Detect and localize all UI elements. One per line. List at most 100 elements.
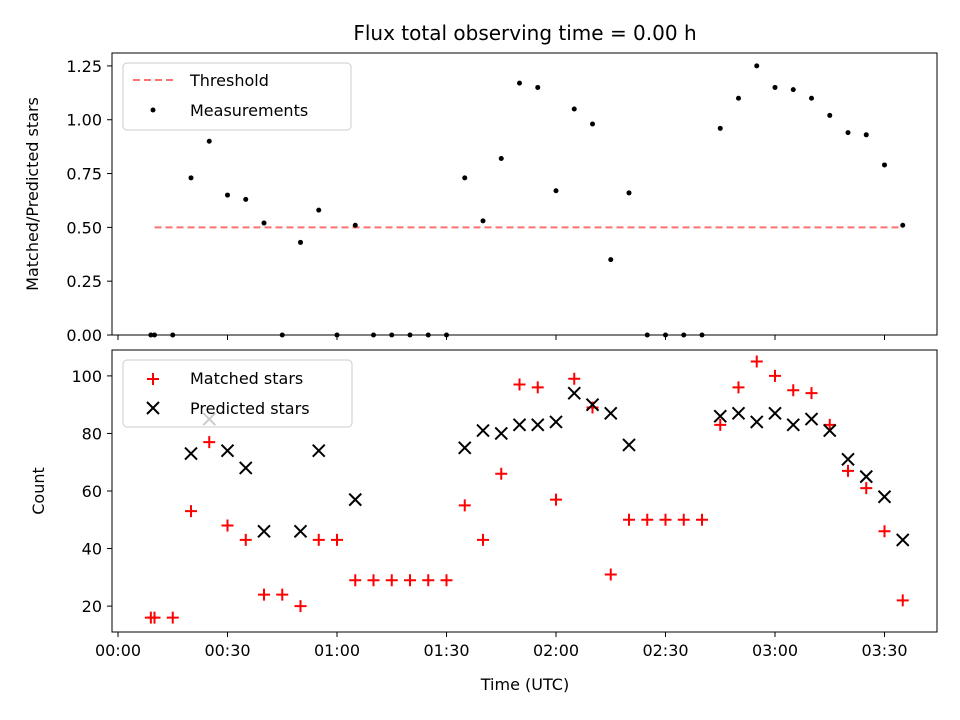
measurement-point [717,125,723,131]
top-plot-frame [111,52,938,336]
legend-matched-label: Matched stars [190,369,303,388]
matched-star-point [495,467,508,480]
matched-star-point [878,525,891,538]
measurement-point [225,192,230,198]
bottom-y-tick-label: 60 [82,482,102,501]
matched-star-point [239,533,252,546]
measurement-point [845,130,851,136]
predicted-star-point [859,469,873,484]
predicted-star-point [494,426,508,441]
matched-star-point [422,574,435,587]
x-tick-label: 01:00 [314,641,360,660]
matched-star-point [641,513,654,526]
bottom-y-tick-label: 80 [82,424,102,443]
measurement-point [863,132,869,138]
predicted-star-point [531,418,545,432]
measurement-point [882,162,887,168]
x-tick-label: 00:00 [95,641,141,660]
legend-measurements-swatch [150,107,156,113]
x-tick-label: 03:30 [861,641,907,660]
predicted-star-point [841,452,855,467]
measurement-point [827,112,833,118]
predicted-star-point [293,524,308,538]
measurement-point [298,239,303,245]
measurement-point [517,80,522,86]
matched-star-point [166,611,179,624]
measurement-point [790,87,796,93]
matched-star-point [477,533,489,546]
matched-star-point [221,519,234,532]
measurement-point [553,188,559,194]
predicted-star-point [220,444,235,458]
measurement-point [480,218,486,224]
bottom-y-tick-label: 40 [82,540,102,559]
bottom-y-axis-label: Count [29,467,48,515]
top-y-tick-label: 0.00 [66,326,102,345]
measurement-point [772,84,778,90]
predicted-star-point [877,490,892,504]
matched-star-point [769,369,781,382]
matched-star-point [787,384,800,397]
top-y-tick-label: 0.25 [66,272,102,291]
matched-star-point [696,513,708,526]
measurement-point [809,95,814,101]
measurement-point [754,63,760,69]
top-legend: Threshold Measurements [122,62,352,131]
matched-star-point [659,513,672,526]
matched-star-point [385,574,398,587]
predicted-star-point [348,492,362,507]
matched-star-point [258,588,270,601]
predicted-star-point [823,423,837,438]
measurement-point [535,84,541,90]
predicted-star-point [604,406,618,421]
matched-star-point [440,574,453,587]
measurement-point [626,190,632,196]
measurement-point [900,222,906,228]
top-y-axis-label: Matched/Predicted stars [23,97,42,291]
predicted-star-point [512,418,527,432]
matched-star-point [276,588,289,601]
predicted-star-point [622,438,636,452]
measurement-point [243,196,249,202]
predicted-star-point [804,412,819,426]
matched-star-point [331,533,343,546]
legend-predicted-swatch [146,401,160,415]
predicted-star-point [567,386,581,400]
x-tick-label: 00:30 [204,641,250,660]
predicted-star-point [585,397,600,412]
predicted-star-point [239,461,253,475]
predicted-star-point [549,415,563,429]
predicted-star-point [786,418,800,432]
top-y-tick-label: 0.50 [66,218,102,237]
bottom-y-tick-label: 100 [71,367,102,386]
matched-star-point [203,436,216,449]
predicted-star-point [713,409,727,423]
x-axis-label: Time (UTC) [480,675,569,694]
x-tick-label: 03:00 [752,641,798,660]
predicted-star-point [731,406,746,421]
measurement-point [590,121,595,127]
legend-measurements-label: Measurements [190,101,308,120]
top-y-tick-label: 1.25 [66,57,102,76]
matched-star-point [623,513,635,526]
predicted-star-point [257,524,271,538]
matched-star-point [312,533,325,546]
matched-star-point [513,378,526,391]
measurement-point [498,155,504,161]
measurement-point [316,207,322,213]
bottom-y-tick-label: 20 [82,597,102,616]
predicted-star-point [476,423,490,438]
x-tick-label: 01:30 [423,641,469,660]
measurement-point [261,220,267,226]
matched-star-point [842,464,854,477]
chart-title: Flux total observing time = 0.00 h [353,21,696,45]
predicted-star-point [896,533,910,547]
measurement-point [608,257,614,263]
matched-star-point [367,574,380,587]
x-tick-label: 02:00 [533,641,579,660]
matched-star-point [714,418,727,431]
matched-star-point [404,574,416,587]
matched-star-point [531,381,544,394]
legend-matched-swatch [147,373,159,385]
